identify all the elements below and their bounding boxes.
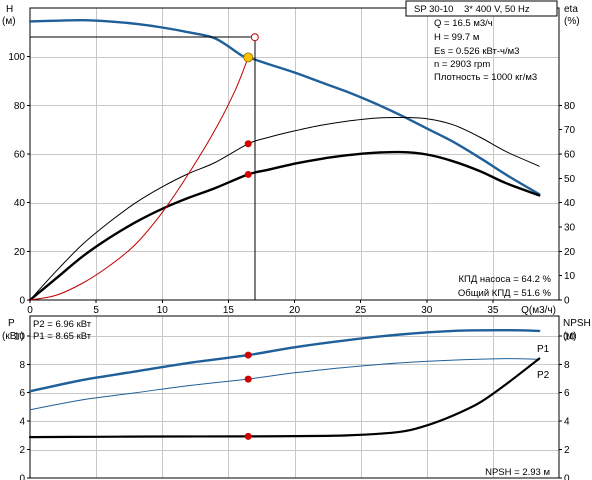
info-energy: Es = 0.526 кВт-ч/м3 — [434, 46, 519, 57]
npsh-axis-unit: (м) — [563, 331, 577, 342]
y-left-tick-label: 80 — [14, 101, 26, 112]
total-efficiency-label: Общий КПД = 51.6 % — [458, 288, 552, 299]
bottom-ticks: 0 2 4 6 8 10 0 2 4 6 8 10 — [14, 331, 576, 480]
y-left-title: H — [6, 4, 13, 15]
y-right-tick-label: 30 — [564, 223, 576, 234]
title-box — [405, 0, 558, 17]
y-right-tick-label: 20 — [564, 247, 576, 258]
info-density: Плотность = 1000 кг/м3 — [434, 72, 537, 83]
p1-label: P1 = 8.65 кВт — [33, 331, 92, 342]
npsh-tick-label: 6 — [564, 388, 570, 399]
top-curves — [28, 18, 541, 302]
p1-curve — [28, 329, 541, 393]
pump-efficiency-label: КПД насоса = 64.2 % — [458, 274, 551, 285]
y-left-unit: (м) — [2, 16, 16, 27]
efficiency-marker — [244, 140, 252, 148]
duty-point-guides — [30, 36, 256, 300]
info-head: H = 99.7 м — [434, 32, 479, 43]
x-tick-label: 0 — [27, 305, 33, 316]
info-flow: Q = 16.5 м3/ч — [434, 18, 493, 29]
power-marker — [244, 375, 252, 383]
x-tick-label: 15 — [223, 305, 235, 316]
npsh-tick-label: 8 — [564, 360, 570, 371]
npsh-value-label: NPSH = 2.93 м — [485, 467, 550, 478]
power-tick-label: 0 — [19, 474, 25, 480]
x-tick-label: 10 — [157, 305, 169, 316]
bottom-curves — [28, 329, 541, 439]
npsh-marker — [244, 432, 252, 440]
y-right-tick-label: 0 — [564, 296, 570, 307]
head-curve — [28, 18, 541, 196]
x-tick-label: 35 — [487, 305, 499, 316]
npsh-axis-title: NPSH — [563, 318, 591, 329]
system-curve — [29, 56, 249, 301]
pump-efficiency-curve — [29, 116, 540, 301]
y-right-tick-label: 40 — [564, 198, 576, 209]
power-marker — [244, 351, 252, 359]
title-box-text: SP 30-10 3* 400 V, 50 Hz — [414, 4, 530, 15]
x-tick-label: 25 — [355, 305, 367, 316]
duty-point-marker — [243, 52, 254, 63]
y-right-tick-label: 50 — [564, 174, 576, 185]
power-tick-label: 8 — [19, 360, 25, 371]
y-right-unit: (%) — [564, 16, 580, 27]
power-axis-unit: (кВт) — [2, 331, 24, 342]
info-speed: n = 2903 rpm — [434, 59, 490, 70]
p2-curve-label: P2 — [537, 370, 550, 381]
p2-label: P2 = 6.96 кВт — [33, 319, 92, 330]
power-tick-label: 4 — [19, 417, 25, 428]
y-right-title: eta — [564, 4, 578, 15]
bottom-plot-frame — [29, 315, 560, 479]
total-efficiency-curve — [28, 150, 541, 302]
x-tick-label: 30 — [421, 305, 433, 316]
x-axis-title: Q(м3/ч) — [521, 305, 556, 316]
y-left-tick-label: 40 — [14, 198, 26, 209]
markers — [243, 33, 259, 440]
y-right-tick-label: 60 — [564, 150, 576, 161]
top-grid — [30, 8, 559, 300]
top-ticks: 0 5 10 15 20 25 30 35 0 20 40 60 80 100 0 10 20 30 40 50 60 7… — [8, 52, 575, 316]
efficiency-marker — [244, 170, 252, 178]
bottom-grid — [30, 316, 559, 478]
p1-curve-label: P1 — [537, 344, 550, 355]
y-left-tick-label: 0 — [19, 296, 25, 307]
npsh-tick-label: 0 — [564, 474, 570, 480]
y-right-tick-label: 80 — [564, 101, 576, 112]
setpoint-marker — [250, 33, 259, 42]
npsh-tick-label: 4 — [564, 417, 570, 428]
x-tick-label: 20 — [289, 305, 301, 316]
x-tick-label: 5 — [93, 305, 99, 316]
npsh-curve — [28, 357, 541, 439]
y-left-tick-label: 100 — [8, 52, 25, 63]
y-right-tick-label: 70 — [564, 125, 576, 136]
npsh-tick-label: 2 — [564, 445, 570, 456]
y-left-tick-label: 60 — [14, 150, 26, 161]
power-tick-label: 10 — [14, 331, 26, 342]
y-left-tick-label: 20 — [14, 247, 26, 258]
npsh-tick-label: 10 — [564, 331, 576, 342]
power-tick-label: 2 — [19, 445, 25, 456]
power-axis-title: P — [8, 318, 15, 329]
y-right-tick-label: 10 — [564, 271, 576, 282]
p2-curve — [29, 358, 540, 411]
power-tick-label: 6 — [19, 388, 25, 399]
